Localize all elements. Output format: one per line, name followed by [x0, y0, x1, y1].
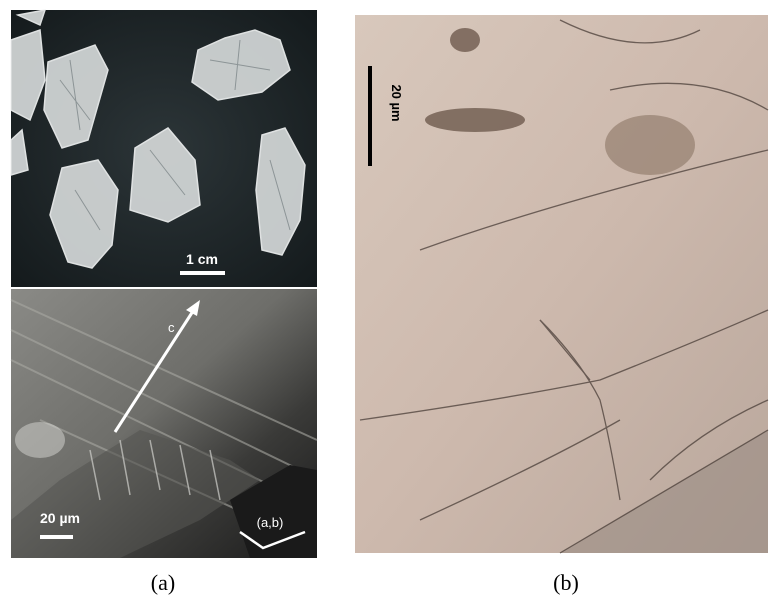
scale-label: 20 µm: [40, 510, 80, 526]
axis-label: c: [168, 320, 175, 335]
scale-bar: [40, 535, 73, 539]
panel-label: (a): [151, 570, 175, 595]
axis-label: (a,b): [257, 515, 284, 530]
photo-crystals: [11, 10, 317, 287]
figure: 1 cm c (a,b) 20 µm: [0, 0, 770, 603]
scale-bar: [368, 66, 372, 166]
scale-bar: [180, 271, 225, 275]
panel-label: (b): [553, 570, 579, 595]
photo-micrograph: [355, 15, 768, 553]
scale-label: 20 µm: [389, 84, 404, 121]
scale-label: 1 cm: [186, 251, 218, 267]
